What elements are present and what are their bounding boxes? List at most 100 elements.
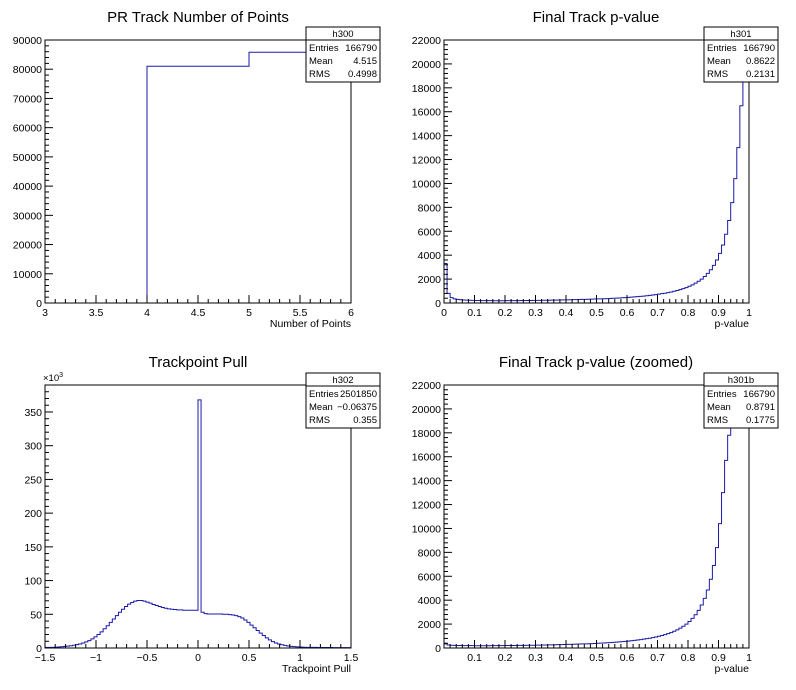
- y-scale-base: ×10: [43, 373, 59, 384]
- x-tick-label: 0.2: [498, 307, 513, 319]
- y-tick-label: 4000: [418, 595, 442, 607]
- x-tick-label: 0.7: [650, 652, 665, 664]
- chart-title: Trackpoint Pull: [149, 354, 248, 371]
- stats-label-mean: Mean: [707, 402, 731, 413]
- x-tick-label: 4: [144, 307, 150, 319]
- y-tick-label: 60000: [13, 123, 42, 135]
- y-tick-label: 8000: [418, 547, 442, 559]
- histogram-series: [444, 384, 749, 647]
- stats-box: [703, 26, 779, 83]
- y-tick-label: 10000: [412, 523, 441, 535]
- stats-box: [305, 372, 381, 429]
- chart-title: Final Track p-value (zoomed): [499, 354, 693, 371]
- x-tick-label: 0.7: [650, 307, 665, 319]
- y-tick-label: 200: [24, 508, 42, 520]
- x-axis-title: p-value: [715, 663, 750, 675]
- y-tick-label: 0: [435, 643, 441, 655]
- y-tick-label: 30000: [13, 210, 42, 222]
- stats-label-entries: Entries: [309, 389, 339, 400]
- chart-title: PR Track Number of Points: [107, 9, 289, 26]
- x-tick-label: 0.9: [711, 307, 726, 319]
- stats-label-rms: RMS: [309, 69, 330, 80]
- stats-value-rms: 0.2131: [746, 69, 775, 80]
- stats-label-entries: Entries: [707, 389, 737, 400]
- x-tick-label: −1: [90, 652, 102, 664]
- stats-label-rms: RMS: [309, 415, 330, 426]
- x-tick-label: 0.4: [559, 307, 574, 319]
- x-tick-label: 0.1: [467, 307, 482, 319]
- y-tick-label: 6000: [418, 226, 442, 238]
- y-tick-label: 80000: [13, 64, 42, 76]
- x-tick-label: 4.5: [191, 307, 206, 319]
- x-tick-label: 0.8: [681, 652, 696, 664]
- y-tick-label: 14000: [412, 476, 441, 488]
- x-tick-label: 1: [746, 652, 752, 664]
- stats-value-mean: −0.06375: [337, 402, 377, 413]
- x-tick-label: −0.5: [137, 652, 158, 664]
- x-tick-label: 0.5: [589, 652, 604, 664]
- y-tick-label: 18000: [412, 83, 441, 95]
- x-tick-label: 0.2: [498, 652, 513, 664]
- x-axis-title: Number of Points: [270, 318, 351, 330]
- stats-value-entries: 166790: [345, 43, 377, 54]
- x-tick-label: 0.5: [242, 652, 257, 664]
- y-tick-label: 4000: [418, 250, 442, 262]
- x-tick-label: 0.6: [620, 652, 635, 664]
- x-tick-label: 1: [746, 307, 752, 319]
- x-tick-label: 3: [42, 307, 48, 319]
- y-tick-label: 6000: [418, 571, 442, 583]
- stats-label-entries: Entries: [707, 43, 737, 54]
- y-tick-label: 100: [24, 576, 42, 588]
- histogram-series: [146, 51, 352, 303]
- x-tick-label: 0.3: [528, 652, 543, 664]
- stats-value-mean: 0.8622: [746, 56, 775, 67]
- chart-pad-1: Final Track p-value 0 0.1 0.2 0.3 0.4 0.5 0.6 0.…: [412, 9, 779, 330]
- stats-histogram-name: h300: [332, 29, 353, 40]
- x-tick-label: 0.6: [620, 307, 635, 319]
- y-tick-label: 22000: [412, 35, 441, 47]
- y-tick-label: 50000: [13, 152, 42, 164]
- y-tick-label: 22000: [412, 380, 441, 392]
- stats-histogram-name: h301b: [728, 375, 754, 386]
- plot-frame: [443, 39, 750, 304]
- x-tick-label: 0.9: [711, 652, 726, 664]
- stats-value-rms: 0.4998: [348, 69, 377, 80]
- x-tick-label: 5.5: [293, 307, 308, 319]
- x-tick-label: 0.1: [467, 652, 482, 664]
- y-tick-label: 10000: [13, 269, 42, 281]
- stats-value-entries: 166790: [743, 43, 775, 54]
- y-tick-label: 18000: [412, 428, 441, 440]
- y-tick-label: 90000: [13, 35, 42, 47]
- stats-box: [703, 372, 779, 429]
- stats-value-rms: 0.1775: [746, 415, 775, 426]
- y-tick-label: 12000: [412, 500, 441, 512]
- x-tick-label: 0.5: [589, 307, 604, 319]
- y-tick-label: 2000: [418, 274, 442, 286]
- x-tick-label: 0.3: [528, 307, 543, 319]
- stats-label-rms: RMS: [707, 415, 728, 426]
- x-tick-label: 6: [348, 307, 354, 319]
- chart-pad-2: Trackpoint Pull −1.5 −1 −0.5 0 0.5 1 1.5 0 50 100 1…: [24, 354, 381, 675]
- stats-value-rms: 0.355: [353, 415, 377, 426]
- y-tick-label: 150: [24, 542, 42, 554]
- stats-box: [305, 26, 381, 83]
- y-tick-label: 14000: [412, 131, 441, 143]
- chart-pad-0: PR Track Number of Points 3 3.5 4 4.5 5 5.5 6 0 1…: [13, 9, 381, 330]
- y-tick-label: 40000: [13, 181, 42, 193]
- chart-title: Final Track p-value: [533, 9, 660, 26]
- histogram-series: [45, 399, 351, 649]
- stats-label-mean: Mean: [707, 56, 731, 67]
- x-tick-label: −1.5: [35, 652, 56, 664]
- y-scale-exponent: 3: [59, 372, 63, 379]
- x-axis-title: Trackpoint Pull: [282, 663, 351, 675]
- x-tick-label: 1: [297, 652, 303, 664]
- stats-value-mean: 0.8791: [746, 402, 775, 413]
- stats-label-mean: Mean: [309, 56, 333, 67]
- y-tick-label: 0: [435, 298, 441, 310]
- x-tick-label: 0.8: [681, 307, 696, 319]
- y-tick-label: 350: [24, 407, 42, 419]
- y-tick-label: 0: [36, 643, 42, 655]
- x-axis-title: p-value: [715, 318, 750, 330]
- y-tick-label: 0: [36, 298, 42, 310]
